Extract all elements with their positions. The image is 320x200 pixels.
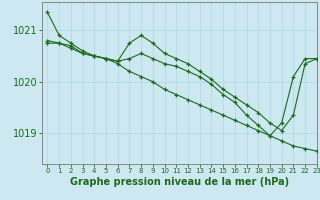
X-axis label: Graphe pression niveau de la mer (hPa): Graphe pression niveau de la mer (hPa) — [70, 177, 289, 187]
